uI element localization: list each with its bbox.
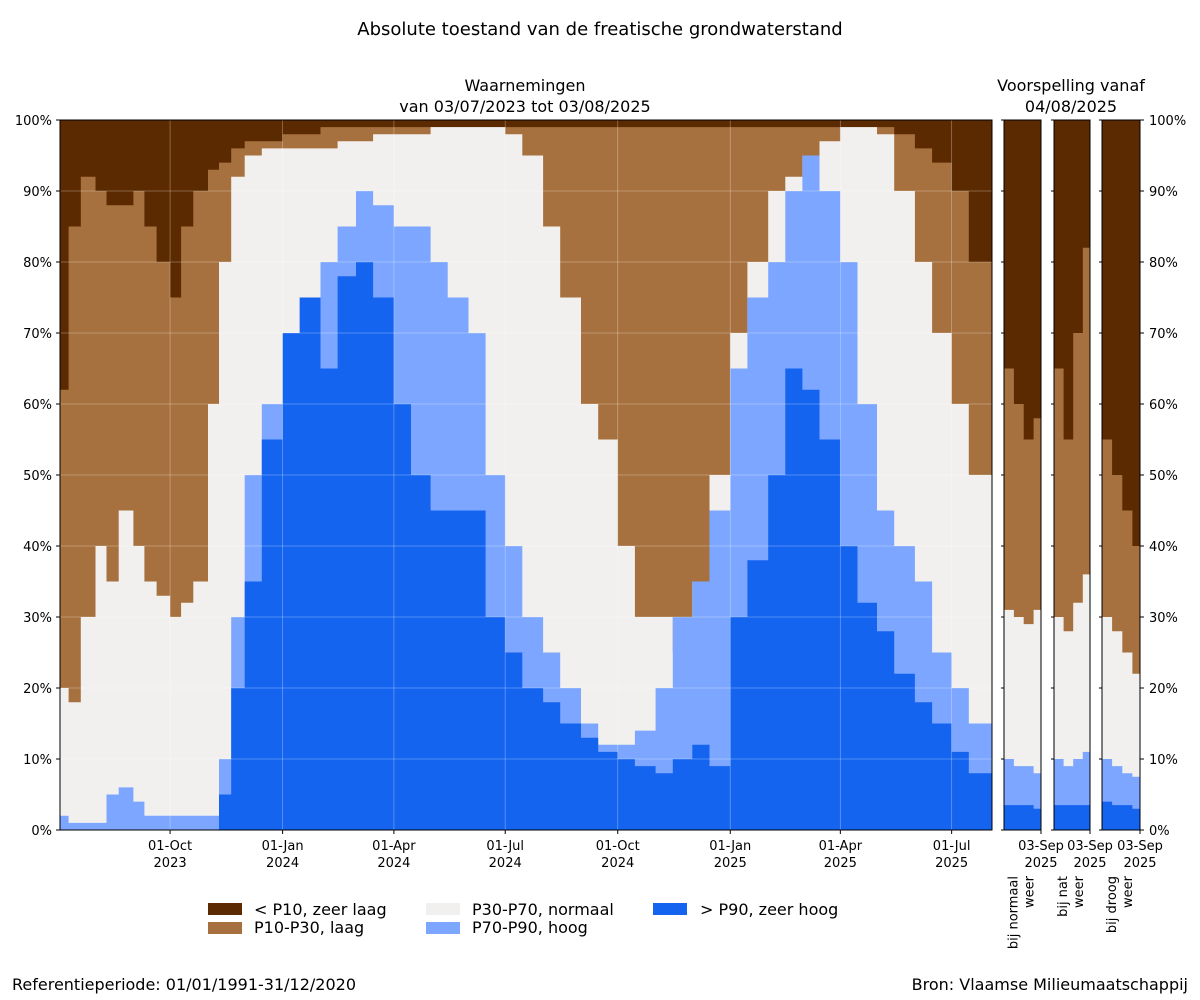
y-tick-label-left: 90% [23, 185, 52, 200]
x-tick-label-year: 2024 [377, 856, 410, 871]
forecast-weer-x-tick-label: 03-Sep [1117, 839, 1163, 854]
y-tick-label-right: 10% [1149, 753, 1178, 768]
y-tick-label-left: 60% [23, 398, 52, 413]
observations-gridlines [60, 120, 992, 830]
forecast-weer-band-zeer-hoog [1004, 805, 1041, 830]
forecast-weer-x-tick-label-year: 2025 [1123, 856, 1156, 871]
y-tick-label-left: 40% [23, 540, 52, 555]
forecast-weer-band-zeer-hoog [1102, 801, 1140, 830]
y-tick-label-right: 70% [1149, 327, 1178, 342]
y-axis-right: 0% 10% 20% 30% 40% 50% 60% 70% 80% 90% 100% [1140, 114, 1186, 839]
forecast-title-line1: Voorspelling vanaf [997, 76, 1145, 95]
forecast-weer-label-line2: weer [1121, 875, 1136, 908]
legend-swatch-zeer-laag [208, 903, 242, 915]
forecast-weer-x-tick-label: 03-Sep [1018, 839, 1064, 854]
x-tick-label: 01-Oct [148, 839, 192, 854]
forecast-title-line2: 04/08/2025 [1025, 97, 1117, 116]
forecast-weer-x-tick-label: 03-Sep [1067, 839, 1113, 854]
x-tick-label-year: 2024 [601, 856, 634, 871]
x-tick-label: 01-Jul [933, 839, 971, 854]
forecast-weer-x-tick-label-year: 2025 [1073, 856, 1106, 871]
y-tick-label-left: 30% [23, 611, 52, 626]
y-tick-label-left: 100% [15, 114, 52, 129]
forecast-weer-band-zeer-hoog [1054, 805, 1090, 830]
legend-label-zeer-hoog: > P90, zeer hoog [700, 900, 838, 919]
y-tick-label-right: 50% [1149, 469, 1178, 484]
x-tick-label: 01-Jul [486, 839, 524, 854]
y-tick-label-left: 0% [31, 824, 52, 839]
forecast-weer-x-tick-label-year: 2025 [1024, 856, 1057, 871]
footer-reference-period: Referentieperiode: 01/01/1991-31/12/2020 [12, 975, 356, 994]
y-axis-left: 0% 10% 20% 30% 40% 50% 60% 70% 80% 90% 100% [15, 114, 60, 839]
x-tick-label: 01-Apr [819, 839, 863, 854]
x-tick-label-year: 2025 [824, 856, 857, 871]
x-tick-label: 01-Oct [596, 839, 640, 854]
observations-plot [60, 120, 992, 831]
x-tick-label-year: 2025 [935, 856, 968, 871]
y-tick-label-right: 100% [1149, 114, 1186, 129]
x-tick-label-year: 2024 [489, 856, 522, 871]
forecast-weer-label-line2: weer [1072, 875, 1087, 908]
legend-swatch-laag [208, 922, 242, 934]
footer-source: Bron: Vlaamse Milieumaatschappij [912, 975, 1188, 994]
legend-label-laag: P10-P30, laag [254, 918, 364, 937]
forecast-weer-label-line1: bij nat [1056, 876, 1071, 917]
y-tick-label-left: 20% [23, 682, 52, 697]
forecast-weer-label-line2: weer [1023, 875, 1038, 908]
y-tick-label-right: 80% [1149, 256, 1178, 271]
x-tick-label-year: 2025 [714, 856, 747, 871]
y-tick-label-right: 90% [1149, 185, 1178, 200]
forecast-weer-label-line1: bij droog [1105, 876, 1120, 933]
y-tick-label-left: 50% [23, 469, 52, 484]
observations-title-line2: van 03/07/2023 tot 03/08/2025 [399, 97, 650, 116]
legend-swatch-zeer-hoog [653, 903, 687, 915]
chart-title: Absolute toestand van de freatische gron… [357, 19, 842, 40]
legend-label-zeer-laag: < P10, zeer laag [254, 900, 387, 919]
x-tick-label: 01-Jan [262, 839, 304, 854]
observations-band-zeer-hoog [60, 262, 992, 830]
legend-label-hoog: P70-P90, hoog [472, 918, 588, 937]
x-tick-label-year: 2024 [266, 856, 299, 871]
y-tick-label-right: 40% [1149, 540, 1178, 555]
y-tick-label-right: 60% [1149, 398, 1178, 413]
x-tick-label: 01-Jan [709, 839, 751, 854]
legend-swatch-hoog [426, 922, 460, 934]
y-tick-label-right: 20% [1149, 682, 1178, 697]
x-axis-observations: 01-Oct 2023 01-Jan 2024 01-Apr 2024 01-Jul 2024… [148, 830, 970, 871]
y-tick-label-left: 80% [23, 256, 52, 271]
forecast-weer-label-line1: bij normaal [1007, 876, 1022, 949]
legend-swatch-normaal [426, 903, 460, 915]
y-tick-label-right: 30% [1149, 611, 1178, 626]
observations-title-line1: Waarnemingen [465, 76, 586, 95]
y-tick-label-left: 10% [23, 753, 52, 768]
legend: < P10, zeer laag P10-P30, laag P30-P70, … [208, 900, 838, 937]
x-tick-label-year: 2023 [154, 856, 187, 871]
forecast-weer-band-normaal [1054, 510, 1090, 830]
y-tick-label-right: 0% [1149, 824, 1170, 839]
legend-label-normaal: P30-P70, normaal [472, 900, 614, 919]
x-tick-label: 01-Apr [372, 839, 416, 854]
y-tick-label-left: 70% [23, 327, 52, 342]
